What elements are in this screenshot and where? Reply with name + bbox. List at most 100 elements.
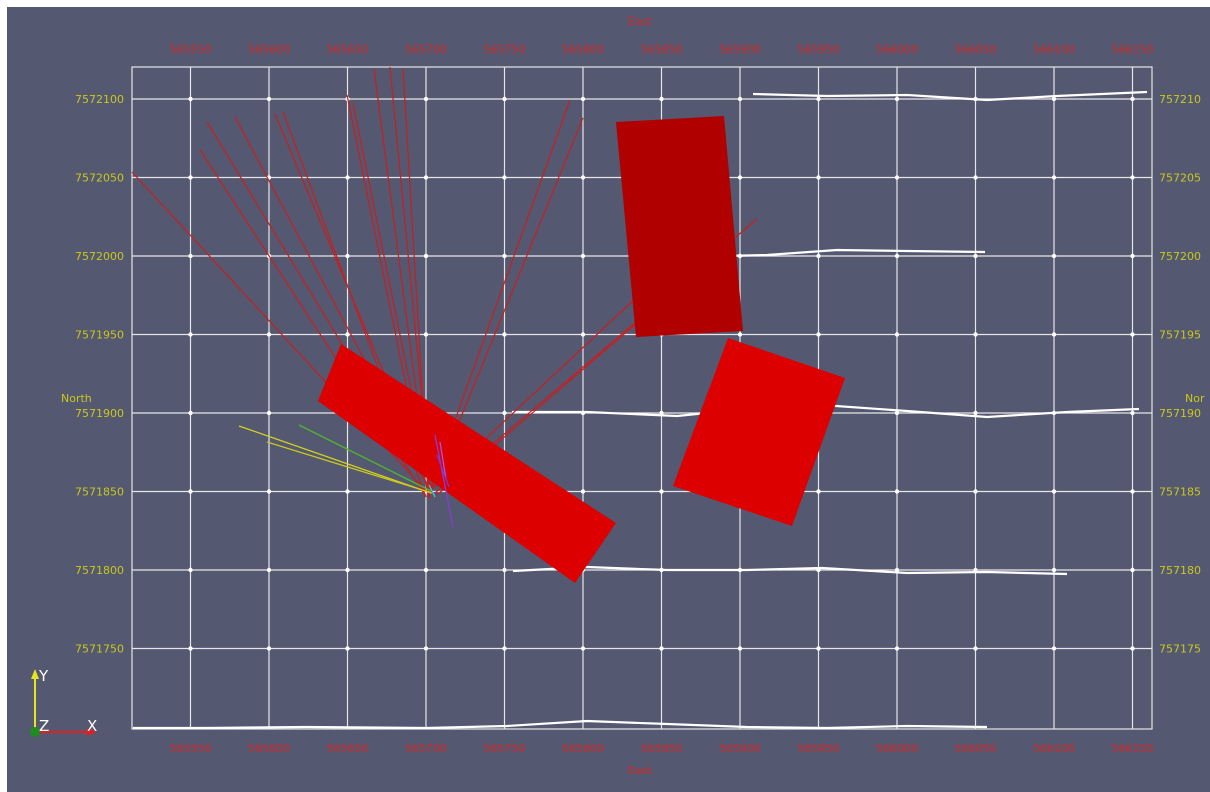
grid-node bbox=[345, 567, 350, 573]
drill-cluster bbox=[238, 424, 454, 528]
grid-node bbox=[894, 567, 900, 573]
grid-node bbox=[1130, 96, 1135, 102]
grid-node bbox=[188, 96, 193, 102]
x-tick-label: 565950 bbox=[798, 742, 840, 755]
grid-node bbox=[973, 489, 978, 494]
grid-node bbox=[659, 646, 664, 651]
grid-node bbox=[266, 567, 272, 573]
grid-node bbox=[737, 646, 743, 651]
drillhole-purple bbox=[434, 434, 454, 528]
grid-node bbox=[266, 96, 272, 102]
grid-node bbox=[423, 646, 429, 651]
x-tick-label: 565800 bbox=[562, 742, 604, 755]
y-tick-label-left: 7572100 bbox=[75, 93, 124, 106]
grid-node bbox=[894, 332, 900, 337]
grid-node bbox=[1130, 410, 1135, 416]
x-tick-label: 565600 bbox=[248, 43, 290, 56]
grid-node bbox=[1130, 489, 1135, 494]
grid-node bbox=[423, 332, 429, 337]
block-east[interactable] bbox=[673, 338, 845, 526]
grid-node bbox=[188, 410, 193, 416]
y-tick-label-left: 7571750 bbox=[75, 643, 124, 656]
x-tick-label: 566000 bbox=[876, 742, 918, 755]
triad-z-label: Z bbox=[39, 717, 49, 735]
grid-node bbox=[973, 410, 978, 416]
grid-node bbox=[973, 175, 978, 180]
y-tick-label-left: 7571900 bbox=[75, 407, 124, 420]
y-tick-labels-right: 757210 757205 757200 757195 757190 757185 7571… bbox=[1159, 93, 1201, 656]
grid-node bbox=[1051, 567, 1057, 573]
grid-node bbox=[1130, 332, 1135, 337]
survey-line-top bbox=[752, 90, 1148, 102]
grid-node bbox=[816, 332, 821, 337]
x-axis-title-bottom: East bbox=[628, 764, 652, 777]
grid-node bbox=[894, 646, 900, 651]
grid-node bbox=[1130, 567, 1135, 573]
block-central[interactable] bbox=[318, 344, 616, 583]
grid-node bbox=[1051, 175, 1057, 180]
grid-node bbox=[659, 489, 664, 494]
y-tick-label-left: 7572000 bbox=[75, 250, 124, 263]
grid-node bbox=[1051, 646, 1057, 651]
grid-node bbox=[423, 96, 429, 102]
grid-node bbox=[502, 175, 507, 180]
grid-node bbox=[188, 332, 193, 337]
grid-node bbox=[580, 646, 586, 651]
x-tick-label: 566100 bbox=[1033, 43, 1075, 56]
grid-node bbox=[266, 410, 272, 416]
grid-node bbox=[423, 253, 429, 259]
x-tick-labels-top: 565550 565600 565650 565700 565750 565800 5658… bbox=[170, 43, 1154, 56]
grid-node bbox=[580, 175, 586, 180]
drillhole-purple-2 bbox=[439, 441, 447, 480]
survey-line-bottom bbox=[133, 719, 988, 730]
y-tick-label-left: 7571950 bbox=[75, 329, 124, 342]
drillhole-purple-3 bbox=[436, 454, 450, 488]
grid-node bbox=[1130, 253, 1135, 259]
drillhole-yellow-2 bbox=[266, 441, 433, 494]
grid-node bbox=[502, 332, 507, 337]
scene-canvas[interactable]: 565550 565600 565650 565700 565750 565800 5658… bbox=[7, 7, 1210, 792]
grid-node bbox=[266, 489, 272, 494]
grid-node bbox=[188, 646, 193, 651]
x-tick-label: 565700 bbox=[405, 742, 447, 755]
x-tick-label: 565600 bbox=[248, 742, 290, 755]
grid-node bbox=[188, 567, 193, 573]
grid-node bbox=[266, 332, 272, 337]
triad-y-arrow-icon bbox=[31, 669, 39, 679]
x-tick-label: 566000 bbox=[876, 43, 918, 56]
geology-blocks bbox=[318, 116, 845, 583]
x-tick-label: 565650 bbox=[327, 43, 369, 56]
grid-node bbox=[973, 646, 978, 651]
x-tick-label: 566050 bbox=[955, 742, 997, 755]
x-tick-label: 566150 bbox=[1112, 43, 1154, 56]
grid-node bbox=[502, 410, 507, 416]
grid-node bbox=[816, 175, 821, 180]
y-tick-label-right: 757205 bbox=[1159, 172, 1201, 185]
grid-node bbox=[1130, 646, 1135, 651]
grid-node bbox=[580, 253, 586, 259]
y-tick-label-right: 757185 bbox=[1159, 486, 1201, 499]
grid-node bbox=[345, 646, 350, 651]
grid-node bbox=[423, 175, 429, 180]
y-tick-label-right: 757210 bbox=[1159, 93, 1201, 106]
x-tick-label: 565950 bbox=[798, 43, 840, 56]
grid-node bbox=[737, 96, 743, 102]
drillhole-green bbox=[298, 424, 432, 492]
grid-node bbox=[973, 253, 978, 259]
grid-node bbox=[737, 332, 743, 337]
grid-node bbox=[266, 646, 272, 651]
y-tick-labels-left: 7572100 7572050 7572000 7571950 7571900 75718… bbox=[75, 93, 124, 656]
grid-node bbox=[894, 489, 900, 494]
grid-node bbox=[816, 489, 821, 494]
x-tick-label: 565850 bbox=[641, 742, 683, 755]
block-north[interactable] bbox=[616, 116, 743, 337]
x-axis-title-top: East bbox=[628, 15, 652, 28]
x-tick-label: 565850 bbox=[641, 43, 683, 56]
grid-node bbox=[188, 489, 193, 494]
grid-node bbox=[345, 253, 350, 259]
x-tick-label: 565900 bbox=[719, 43, 761, 56]
render-viewport[interactable]: 565550 565600 565650 565700 565750 565800 5658… bbox=[7, 7, 1210, 792]
survey-line-mid-upper bbox=[676, 248, 986, 259]
grid-node bbox=[816, 253, 821, 259]
grid-node bbox=[894, 96, 900, 102]
